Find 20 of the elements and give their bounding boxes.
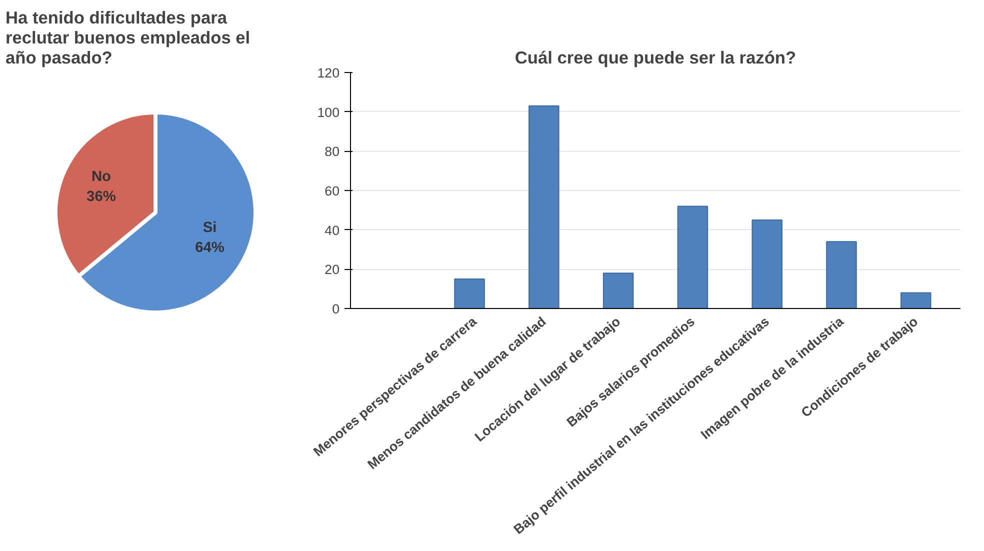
y-tick-label: 100 [317, 104, 340, 120]
bar [528, 105, 560, 308]
bar [677, 206, 708, 308]
bar [602, 272, 634, 308]
y-tick-label: 0 [332, 302, 340, 316]
data-label: 36% [86, 188, 116, 205]
slice-label: No [91, 168, 112, 185]
y-tick-label: 40 [324, 222, 340, 238]
y-tick-label: 80 [324, 144, 340, 160]
data-label: 64% [195, 240, 224, 256]
chart-title: Ha tenido dificultades para reclutar buenos empleados el año pasado? [6, 8, 250, 68]
y-tick-label: 60 [324, 184, 340, 198]
slice-label: Si [202, 220, 217, 236]
bar [752, 220, 782, 308]
bar [454, 278, 485, 308]
y-tick-label: 20 [324, 262, 340, 278]
bar [900, 292, 932, 308]
bar [826, 241, 857, 308]
y-tick-label: 120 [317, 66, 340, 80]
chart-title: Cuál cree que puede ser la razón? [514, 48, 796, 68]
